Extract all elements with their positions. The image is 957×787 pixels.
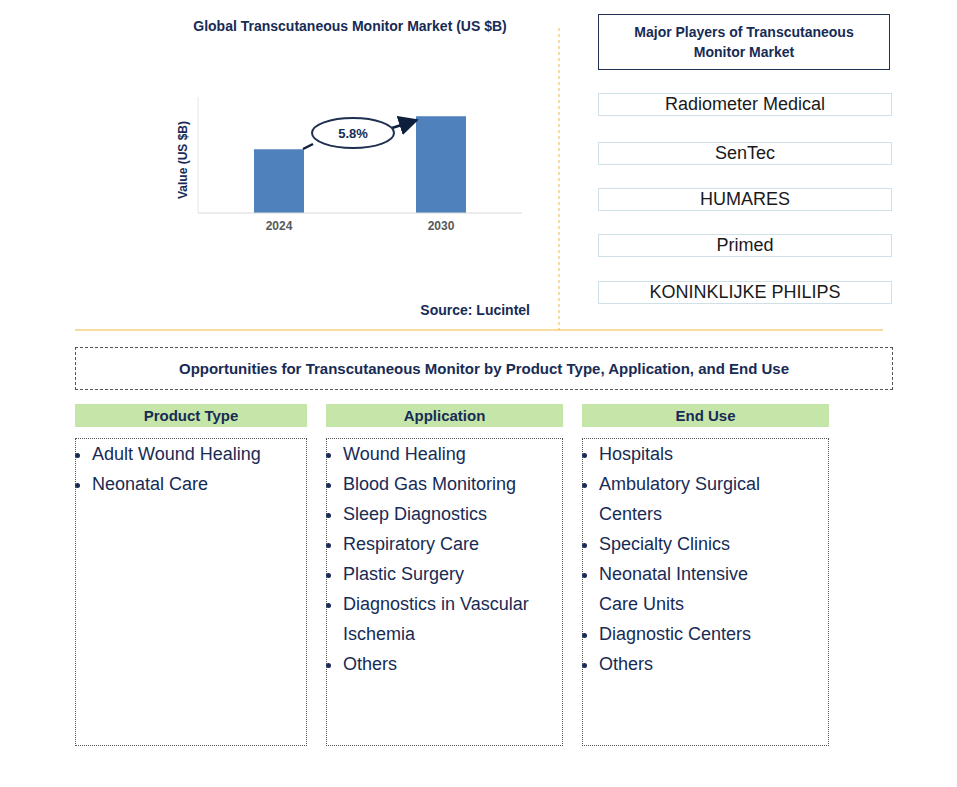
- html-text:Radiometer Medical: Radiometer Medical: [665, 94, 825, 114]
- html-text:Value (US $B): Value (US $B): [176, 121, 190, 199]
- html-text:Neonatal Intensive Care Units: Neonatal Intensive Care Units: [599, 564, 749, 614]
- svg-text:5.8%: 5.8%: [338, 126, 368, 141]
- svg-text:2030: 2030: [428, 219, 455, 233]
- html-text:Opportunities for Transcutaneo: Opportunities for Transcutaneous Monitor…: [179, 360, 789, 377]
- svg-text:2024: 2024: [266, 219, 293, 233]
- html-text:Ambulatory Surgical Centers: Ambulatory Surgical Centers: [599, 474, 761, 524]
- html-text:Primed: Primed: [716, 235, 774, 255]
- html-text:Respiratory Care: Respiratory Care: [343, 534, 479, 554]
- html-text:Wound Healing: Wound Healing: [343, 444, 466, 464]
- html-text:Diagnostic Centers: Diagnostic Centers: [599, 624, 752, 644]
- html-text:Blood Gas Monitoring: Blood Gas Monitoring: [343, 474, 517, 494]
- html-text:Diagnostics in Vascular Ischem: Diagnostics in Vascular Ischemia: [343, 594, 529, 644]
- html-text:End Use: End Use: [675, 407, 736, 424]
- html-text:Others: Others: [599, 654, 653, 674]
- html-text:KONINKLIJKE PHILIPS: KONINKLIJKE PHILIPS: [649, 282, 841, 302]
- html-text:Plastic Surgery: Plastic Surgery: [343, 564, 464, 584]
- html-text:Adult Wound Healing: Adult Wound Healing: [92, 444, 261, 464]
- html-text:Source: Lucintel: Source: Lucintel: [420, 302, 530, 318]
- html-text:HUMARES: HUMARES: [700, 189, 790, 209]
- html-text:Major Players of Transcutaneou: Major Players of Transcutaneous Monitor …: [634, 24, 854, 60]
- html-text:Hospitals: Hospitals: [599, 444, 673, 464]
- html-text:Sleep Diagnostics: Sleep Diagnostics: [343, 504, 488, 524]
- html-text:Global Transcutaneous Monitor: Global Transcutaneous Monitor Market (US…: [193, 18, 507, 34]
- html-text:Others: Others: [343, 654, 397, 674]
- html-text:Specialty Clinics: Specialty Clinics: [599, 534, 730, 554]
- html-text:Application: Application: [403, 407, 486, 424]
- html-text:Neonatal Care: Neonatal Care: [92, 474, 209, 494]
- html-text:Product Type: Product Type: [143, 407, 239, 424]
- html-text:SenTec: SenTec: [715, 143, 775, 163]
